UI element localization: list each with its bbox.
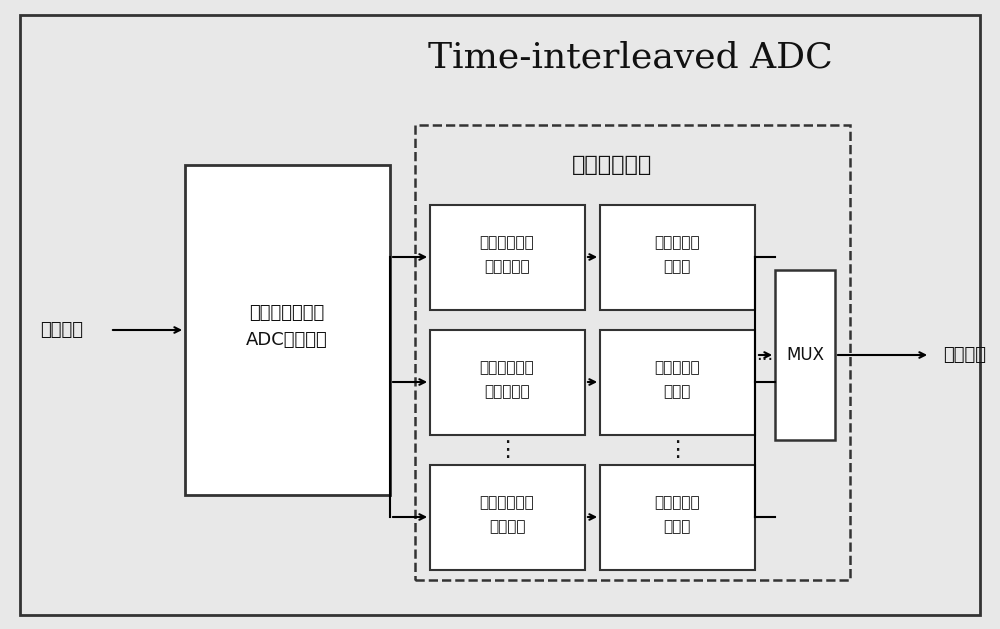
Text: 数字输出: 数字输出 <box>944 346 986 364</box>
Text: ⋮: ⋮ <box>666 440 688 460</box>
Bar <box>600 205 755 310</box>
Bar <box>415 125 850 580</box>
Text: 模拟输入: 模拟输入 <box>40 321 84 339</box>
Text: 时钟失配数: 时钟失配数 <box>654 235 700 250</box>
Text: 数字校准电路: 数字校准电路 <box>572 155 652 175</box>
Bar <box>430 205 585 310</box>
Text: ADC产生模块: ADC产生模块 <box>246 331 328 349</box>
Text: 时钟失配数: 时钟失配数 <box>654 496 700 511</box>
Text: 增益失配，偏: 增益失配，偏 <box>480 360 534 376</box>
Bar <box>430 465 585 570</box>
Bar <box>775 270 835 440</box>
Bar <box>600 465 755 570</box>
Text: 增益失配偏置: 增益失配偏置 <box>480 496 534 511</box>
Bar <box>600 330 755 435</box>
Text: 多通道时间交替: 多通道时间交替 <box>249 304 325 322</box>
Text: 置失配校准: 置失配校准 <box>484 260 530 274</box>
Text: ⋮: ⋮ <box>496 440 518 460</box>
Text: 增益失配，偏: 增益失配，偏 <box>480 235 534 250</box>
Text: Time-interleaved ADC: Time-interleaved ADC <box>428 41 832 75</box>
Text: 字校准: 字校准 <box>663 384 691 399</box>
Text: 失配校准: 失配校准 <box>489 520 525 535</box>
Text: ...: ... <box>756 346 774 364</box>
Text: 字校准: 字校准 <box>663 260 691 274</box>
Text: 字校准: 字校准 <box>663 520 691 535</box>
Text: 置失配校准: 置失配校准 <box>484 384 530 399</box>
Bar <box>430 330 585 435</box>
Text: 时钟失配数: 时钟失配数 <box>654 360 700 376</box>
Text: MUX: MUX <box>786 346 824 364</box>
Bar <box>185 165 390 495</box>
